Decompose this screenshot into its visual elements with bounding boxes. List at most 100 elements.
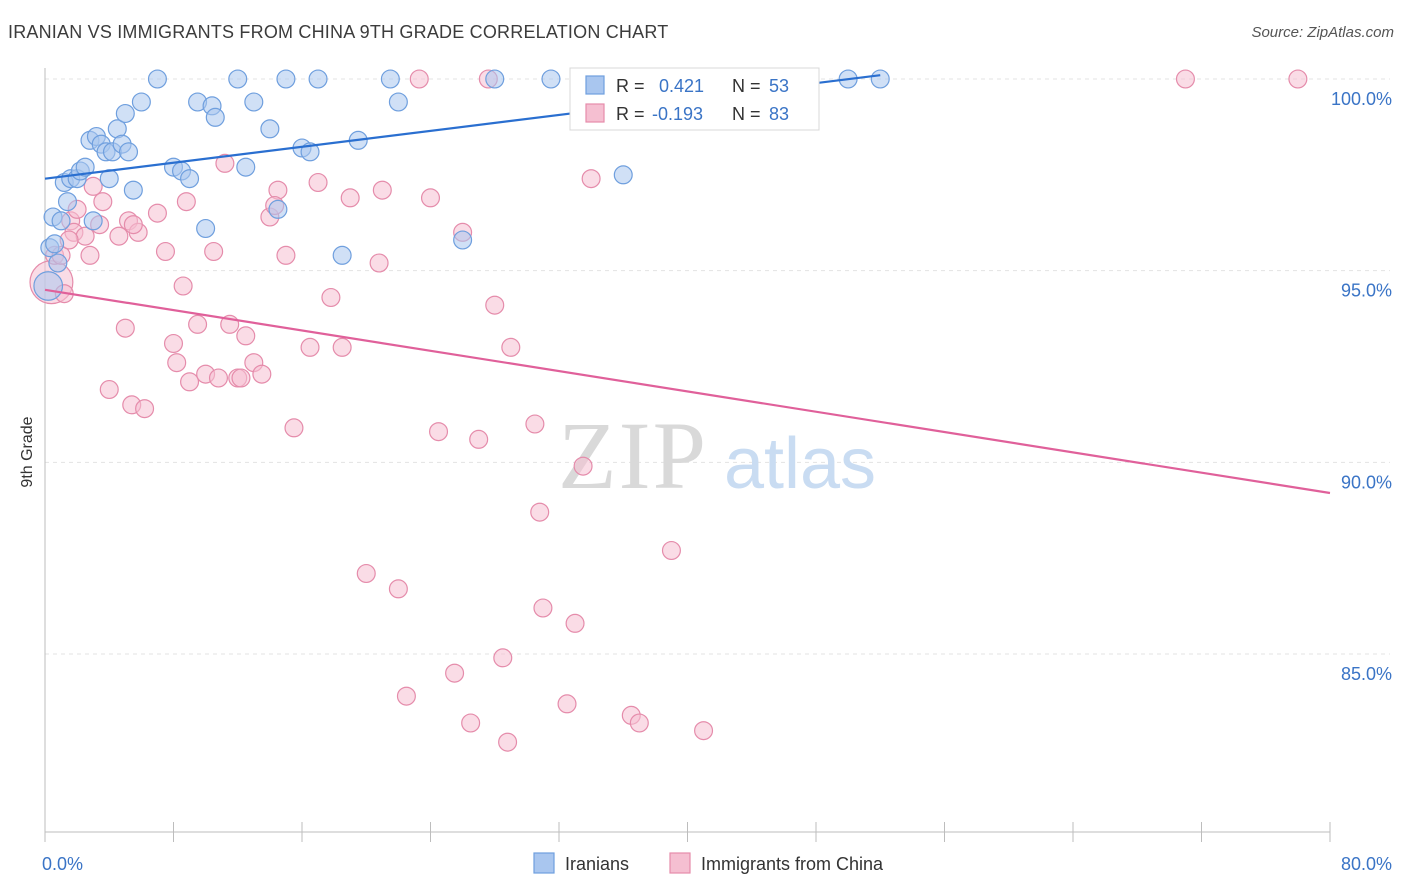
iranians-point: [196, 218, 216, 239]
stats-legend: R = 0.421 N = 53 R = -0.193 N = 83: [569, 67, 820, 131]
china-point: [1288, 69, 1308, 89]
x-tick-label-min: 0.0%: [42, 854, 83, 874]
china-point: [135, 399, 155, 419]
china-point: [469, 429, 489, 449]
iranians-point: [260, 119, 280, 139]
iranians-point: [453, 230, 473, 250]
legend-label-china[interactable]: Immigrants from China: [701, 854, 884, 874]
china-point: [533, 598, 553, 618]
stats-swatch-china: [585, 103, 605, 123]
iranians-point: [57, 192, 78, 212]
china-point: [276, 245, 296, 265]
china-point: [180, 372, 200, 392]
stats-n-value-china: 83: [769, 104, 789, 124]
china-point: [356, 563, 376, 584]
stats-n-value-iranians: 53: [769, 76, 789, 96]
iranians-point: [75, 157, 95, 177]
iranians-point: [870, 69, 890, 89]
iranians-point: [236, 157, 256, 177]
china-point: [268, 180, 288, 200]
china-point: [155, 241, 175, 262]
iranians-point: [45, 234, 65, 254]
y-tick-label: 100.0%: [1331, 89, 1392, 109]
china-point: [188, 314, 208, 334]
china-point: [694, 721, 714, 741]
china-point: [93, 192, 113, 212]
china-point: [661, 540, 681, 561]
iranians-point: [228, 69, 248, 89]
chart-title: IRANIAN VS IMMIGRANTS FROM CHINA 9TH GRA…: [8, 22, 669, 42]
legend-swatch-china[interactable]: [669, 852, 691, 874]
china-point: [372, 180, 392, 200]
legend-label-iranians[interactable]: Iranians: [565, 854, 629, 874]
y-axis-label: 9th Grade: [19, 416, 36, 487]
stats-n-label-iranians: N =: [732, 76, 761, 96]
china-point: [252, 364, 272, 384]
stats-r-value-china: -0.193: [652, 104, 703, 124]
china-point: [573, 456, 593, 476]
china-point: [80, 245, 100, 265]
china-point: [420, 188, 441, 208]
china-point: [83, 176, 103, 196]
china-point: [1175, 69, 1195, 89]
iranians-point: [147, 69, 167, 89]
china-point: [231, 368, 251, 388]
china-point: [581, 169, 601, 189]
china-point: [109, 226, 129, 246]
iranians-point: [276, 69, 296, 89]
china-point: [176, 192, 196, 212]
iranians-point: [123, 180, 143, 200]
iranians-point: [380, 69, 400, 89]
iranians-point: [83, 211, 103, 231]
china-point: [498, 732, 518, 752]
china-point: [173, 276, 193, 296]
source-label: Source: ZipAtlas.com: [1251, 24, 1394, 41]
watermark-atlas: atlas: [724, 424, 876, 504]
china-trend-line: [44, 288, 1331, 495]
china-point: [300, 337, 320, 357]
china-point: [332, 337, 352, 357]
china-point: [99, 379, 119, 400]
china-point: [557, 694, 577, 714]
stats-r-label-china: R =: [616, 104, 645, 124]
china-point: [123, 215, 143, 235]
china-point: [204, 241, 224, 262]
china-point: [321, 287, 341, 308]
y-tick-label: 95.0%: [1341, 281, 1392, 301]
iranians-point: [388, 92, 408, 112]
iranians-point: [613, 165, 633, 185]
china-point: [215, 153, 235, 173]
china-point: [208, 368, 229, 388]
china-point: [409, 69, 429, 89]
china-point: [565, 613, 585, 633]
china-point: [429, 422, 449, 442]
watermark-zip: ZIP: [558, 402, 708, 509]
china-point: [284, 418, 304, 438]
china-point: [167, 353, 187, 373]
y-tick-label: 85.0%: [1341, 664, 1392, 684]
stats-swatch-iranians: [585, 75, 605, 95]
x-tick-label-max: 80.0%: [1341, 854, 1392, 874]
stats-r-value-iranians: 0.421: [659, 76, 704, 96]
iranians-point: [131, 92, 151, 112]
iranians-point: [118, 142, 139, 162]
china-point: [163, 333, 184, 354]
iranians-point: [33, 271, 64, 301]
iranians-point: [541, 69, 561, 89]
y-tick-label: 90.0%: [1341, 472, 1392, 492]
china-point: [501, 337, 521, 357]
stats-n-label-china: N =: [732, 104, 761, 124]
china-point: [369, 253, 389, 273]
iranians-point: [205, 107, 225, 127]
iranians-point: [180, 169, 200, 189]
china-point: [308, 172, 328, 193]
iranians-point: [268, 199, 288, 219]
china-point: [629, 713, 649, 733]
stats-r-label-iranians: R =: [616, 76, 645, 96]
iranians-point: [308, 69, 328, 89]
iranians-point: [51, 211, 71, 231]
legend-swatch-iranians[interactable]: [533, 852, 555, 874]
iranians-point: [244, 92, 264, 112]
iranians-point: [332, 245, 352, 265]
